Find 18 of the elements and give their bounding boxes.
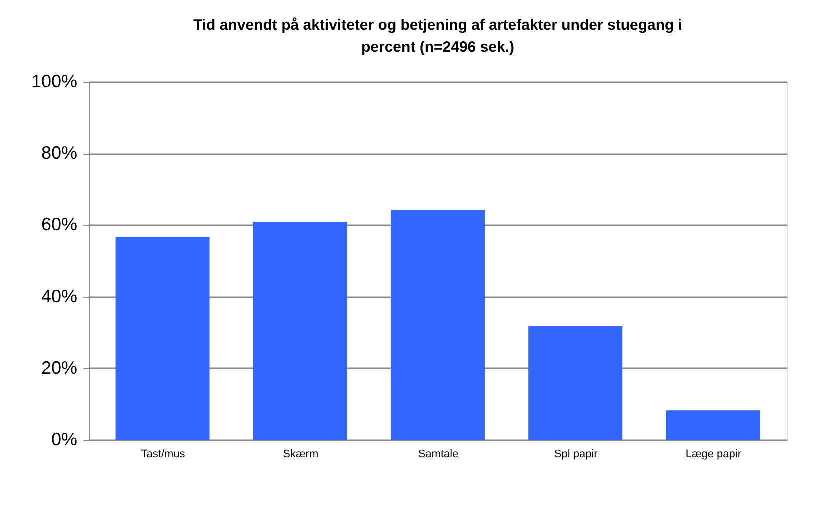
y-tick-label: 100% (31, 72, 78, 92)
bar (666, 410, 760, 440)
bar (116, 237, 210, 440)
y-tick-label: 20% (41, 358, 78, 378)
text: Tid anvendt på aktiviteter og betjening af artefakter under stuegang i (194, 17, 682, 34)
bar (391, 210, 485, 440)
x-tick-label: Samtale (418, 448, 459, 460)
y-tick-label: 60% (41, 214, 78, 235)
bar (253, 222, 348, 440)
text: percent (n=2496 sek.) (362, 39, 514, 56)
y-tick-label: 0% (51, 430, 78, 450)
x-tick-label: Læge papir (686, 448, 742, 460)
x-tick-label: Spl papir (554, 448, 598, 460)
y-tick-label: 40% (41, 286, 78, 306)
x-tick-label: Skærm (283, 448, 319, 460)
x-tick-label: Tast/mus (141, 448, 186, 460)
bar (528, 326, 623, 440)
y-tick-label: 80% (41, 143, 78, 164)
